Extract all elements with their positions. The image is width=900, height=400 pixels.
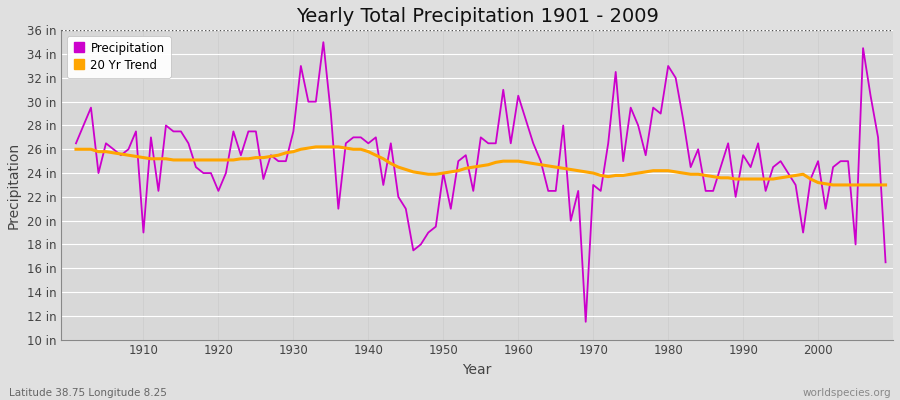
Precipitation <box>520 117 531 122</box>
20 Yr Trend <box>828 182 839 187</box>
20 Yr Trend <box>295 147 306 152</box>
Precipitation <box>880 260 891 265</box>
Title: Yearly Total Precipitation 1901 - 2009: Yearly Total Precipitation 1901 - 2009 <box>295 7 659 26</box>
20 Yr Trend <box>70 147 81 152</box>
Precipitation <box>130 129 141 134</box>
Text: worldspecies.org: worldspecies.org <box>803 388 891 398</box>
Precipitation <box>580 319 591 324</box>
20 Yr Trend <box>513 159 524 164</box>
Precipitation <box>513 93 524 98</box>
20 Yr Trend <box>310 144 321 149</box>
20 Yr Trend <box>348 147 359 152</box>
Precipitation <box>295 64 306 68</box>
Line: 20 Yr Trend: 20 Yr Trend <box>76 147 886 185</box>
Precipitation <box>70 141 81 146</box>
Legend: Precipitation, 20 Yr Trend: Precipitation, 20 Yr Trend <box>67 36 170 78</box>
Precipitation <box>617 159 628 164</box>
Precipitation <box>318 40 328 44</box>
20 Yr Trend <box>520 160 531 165</box>
Line: Precipitation: Precipitation <box>76 42 886 322</box>
20 Yr Trend <box>130 154 141 159</box>
X-axis label: Year: Year <box>463 363 491 377</box>
Precipitation <box>348 135 359 140</box>
20 Yr Trend <box>610 173 621 178</box>
Text: Latitude 38.75 Longitude 8.25: Latitude 38.75 Longitude 8.25 <box>9 388 166 398</box>
Y-axis label: Precipitation: Precipitation <box>7 141 21 228</box>
20 Yr Trend <box>880 182 891 187</box>
